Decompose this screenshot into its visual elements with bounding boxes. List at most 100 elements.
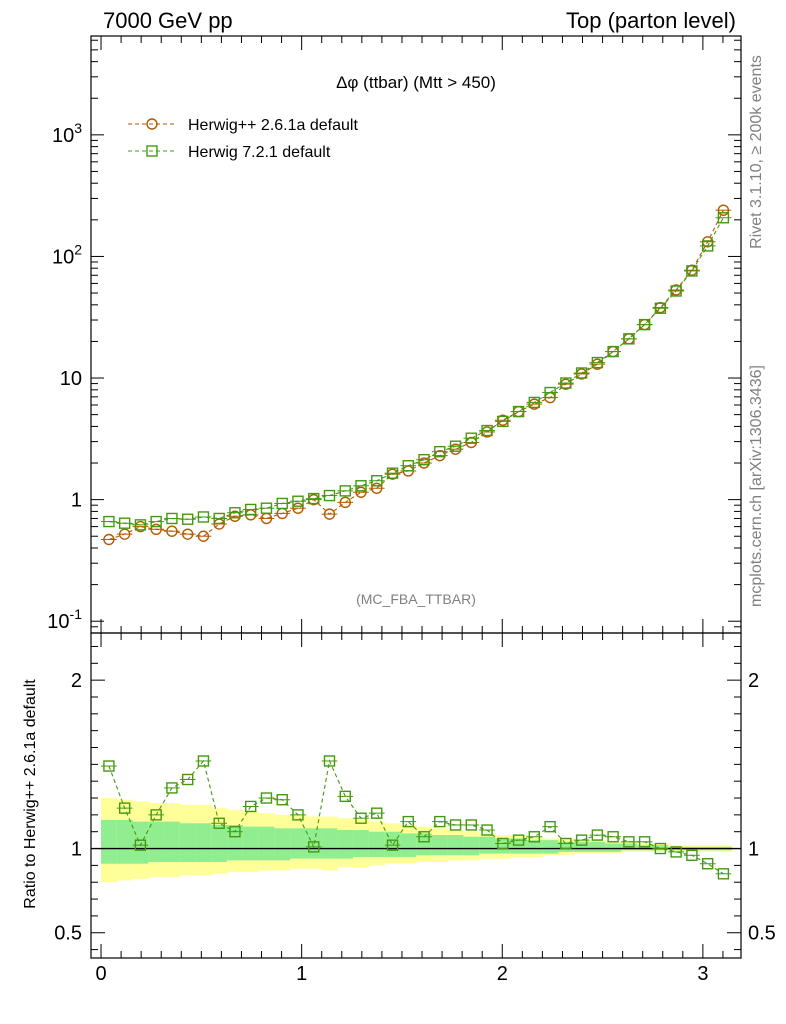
ratio-y-tick-label: 0.5 [54, 923, 82, 945]
ratio-point [339, 790, 351, 803]
inner-band-bin [431, 835, 449, 856]
ratio-point [245, 800, 257, 813]
y-tick-label: 1 [71, 490, 82, 512]
inner-band-bin [605, 843, 622, 852]
inner-band-bin [353, 830, 370, 857]
y-tick-label: 10 [60, 368, 82, 390]
inner-band-bin [274, 828, 291, 861]
series-line-1 [108, 217, 724, 526]
series-line-0 [108, 209, 724, 541]
ratio-point [276, 794, 288, 806]
inner-band-bin [258, 826, 275, 861]
inner-band-bin [479, 836, 496, 854]
data-point [638, 318, 651, 331]
inner-band-bin [573, 841, 591, 852]
ratio-y-tick-label-right: 1 [748, 839, 759, 861]
ratio-series-layer [101, 755, 732, 880]
analysis-tag: (MC_FBA_TTBAR) [356, 591, 476, 607]
x-tick-label: 0 [95, 963, 106, 985]
ratio-y-tick-label-right: 2 [748, 670, 759, 692]
ratio-point [670, 846, 682, 858]
ratio-point [386, 839, 399, 851]
data-point [371, 475, 383, 487]
legend-label: Herwig++ 2.6.1a default [188, 117, 358, 134]
data-point [134, 519, 147, 531]
inner-band-bin [636, 845, 654, 851]
data-point [575, 367, 588, 379]
ratio-y-axis: 0.5 0.5 1 1 2 2 [54, 645, 776, 951]
data-point [497, 415, 509, 428]
data-point [229, 507, 241, 519]
data-point [623, 333, 635, 345]
ratio-point [166, 782, 178, 794]
legend-marker [146, 145, 158, 157]
data-point [481, 424, 493, 437]
data-point [544, 386, 556, 399]
ratio-point [686, 849, 698, 861]
data-point [386, 467, 399, 479]
data-point [355, 480, 367, 492]
header-left: 7000 GeV pp [103, 8, 233, 33]
data-point [434, 445, 446, 458]
main-y-axis: 10-1 1 10 102 103 [47, 36, 741, 634]
data-point [449, 440, 462, 452]
ratio-point [181, 773, 194, 786]
data-point [607, 345, 619, 358]
ratio-panel-frame [90, 632, 742, 959]
inner-band-bin [400, 833, 417, 857]
ratio-point [434, 815, 446, 828]
data-point [197, 511, 210, 523]
data-point [166, 525, 178, 537]
y-tick-label: 102 [52, 241, 82, 268]
ratio-point [654, 842, 667, 855]
data-point [213, 512, 225, 525]
legend: Herwig++ 2.6.1a default Herwig 7.2.1 defa… [128, 117, 358, 161]
x-tick-label: 2 [497, 963, 508, 985]
main-series-layer [101, 204, 732, 546]
data-point [103, 515, 115, 528]
data-point [465, 432, 478, 444]
data-point [654, 302, 667, 314]
data-point [701, 240, 714, 252]
data-point [197, 530, 210, 542]
ratio-y-tick-label: 1 [71, 839, 82, 861]
data-point [292, 495, 304, 507]
ratio-point [638, 836, 651, 848]
ratio-series-line [108, 759, 724, 875]
ratio-point [418, 831, 430, 843]
ratio-point [591, 829, 604, 841]
rivet-version-label: Rivet 3.1.10, ≥ 200k events [748, 55, 765, 249]
data-point [118, 528, 131, 540]
legend-label: Herwig 7.2.1 default [188, 144, 331, 161]
data-point [670, 285, 682, 297]
inner-band-bin [290, 828, 307, 859]
inner-band-bin [132, 821, 149, 864]
data-point [323, 489, 336, 502]
data-point [355, 486, 367, 498]
inner-band-bin [526, 840, 543, 854]
ratio-point [497, 837, 509, 850]
inner-band-bin [321, 828, 338, 859]
inner-band-bin [164, 821, 181, 863]
ratio-point [623, 836, 635, 848]
data-point [591, 356, 604, 369]
x-tick-label: 3 [697, 963, 708, 985]
data-point [292, 502, 304, 514]
data-point [339, 485, 351, 497]
ratio-point [560, 837, 572, 850]
ratio-point [575, 834, 588, 846]
data-point [402, 460, 414, 472]
ratio-point [323, 755, 336, 767]
ratio-point [481, 824, 493, 836]
legend-marker [146, 118, 158, 130]
data-point [717, 212, 730, 224]
data-point [371, 482, 383, 494]
ratio-point [308, 841, 320, 853]
inner-band-bin [179, 823, 197, 863]
ratio-point [512, 834, 525, 846]
ratio-point [213, 817, 225, 829]
ratio-point [103, 760, 115, 772]
inner-band-bin [195, 823, 212, 863]
data-point [276, 497, 288, 510]
